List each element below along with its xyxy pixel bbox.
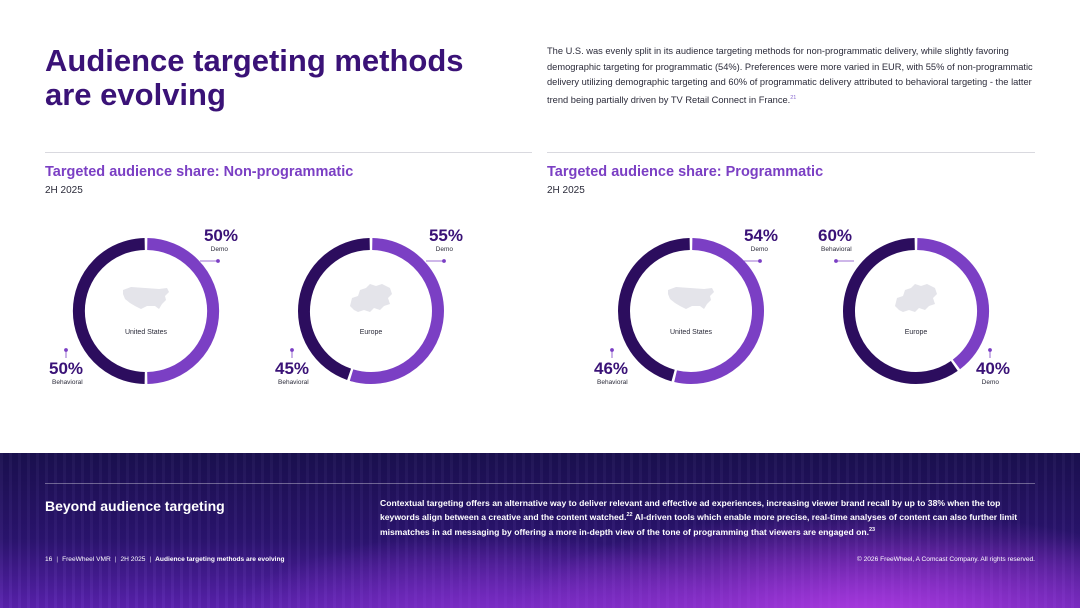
us-map-icon <box>668 287 714 309</box>
section-name: Audience targeting methods are evolving <box>155 556 285 563</box>
panel-title-non-programmatic: Targeted audience share: Non-programmati… <box>45 164 354 180</box>
data-label-demo: Demo <box>210 246 228 253</box>
panel-subtitle-programmatic: 2H 2025 <box>547 185 585 196</box>
europe-map-icon <box>895 284 937 312</box>
data-label-behavioral: Behavioral <box>278 379 309 386</box>
data-label-behavioral-value: 45% <box>275 359 310 378</box>
footer-text-part2: AI-driven tools which enable more precis… <box>380 512 1018 537</box>
donut-prog-us: United States <box>606 226 776 396</box>
us-map-icon <box>123 287 169 309</box>
footer-footnote-23: 23 <box>868 526 876 533</box>
report-name: FreeWheel VMR <box>62 556 111 563</box>
data-label-demo-value: 40% <box>975 359 1010 378</box>
donut-segment-behavioral <box>72 238 145 384</box>
meta-separator: | <box>56 556 59 563</box>
donut-segment-demo <box>674 238 764 384</box>
data-label-behavioral: Behavioral <box>52 379 83 386</box>
data-label-demo-value: 54% <box>743 226 778 245</box>
donut-segment-behavioral <box>298 238 370 380</box>
data-label-behavioral-value: 50% <box>49 359 84 378</box>
footer-paragraph: Contextual targeting offers an alternati… <box>380 497 1035 538</box>
divider-right <box>547 152 1035 153</box>
data-label-demo: Demo <box>750 246 768 253</box>
donut-segment-demo <box>349 238 444 384</box>
data-label-demo: Demo <box>981 379 999 386</box>
footer-background <box>0 453 1080 608</box>
data-label-behavioral: Behavioral <box>821 246 852 253</box>
donut-segment-demo <box>147 238 220 384</box>
report-period: 2H 2025 <box>120 556 146 563</box>
donut-segment-behavioral <box>843 238 958 384</box>
data-label-demo: Demo <box>435 246 453 253</box>
meta-separator: | <box>114 556 117 563</box>
data-label-behavioral: Behavioral <box>597 379 628 386</box>
page-title: Audience targeting methods are evolving <box>45 43 464 112</box>
donut-segment-behavioral <box>618 238 690 382</box>
panel-subtitle-non-programmatic: 2H 2025 <box>45 185 83 196</box>
divider-left <box>45 152 532 153</box>
footer-heading: Beyond audience targeting <box>45 498 225 514</box>
footer-text-part1: Contextual targeting offers an alternati… <box>380 498 1001 523</box>
donut-center-label: United States <box>670 329 713 336</box>
data-label-demo-value: 50% <box>203 226 238 245</box>
data-label-demo-value: 55% <box>428 226 463 245</box>
page-meta: 16 | FreeWheel VMR | 2H 2025 | Audience target… <box>45 556 285 563</box>
copyright: © 2026 FreeWheel, A Comcast Company. All… <box>856 556 1035 563</box>
donut-nonprog-us: United States <box>61 226 231 396</box>
page-number: 16 <box>45 556 53 563</box>
donut-center-label: Europe <box>360 329 383 336</box>
meta-separator: | <box>149 556 152 563</box>
footer-footnote-22: 22 <box>626 512 633 519</box>
donut-nonprog-eu: Europe <box>286 226 456 396</box>
europe-map-icon <box>350 284 392 312</box>
donut-center-label: Europe <box>905 329 928 336</box>
intro-footnote: 21 <box>790 94 797 101</box>
data-label-behavioral-value: 60% <box>818 226 853 245</box>
intro-text: The U.S. was evenly split in its audienc… <box>547 46 1033 105</box>
donut-segment-demo <box>917 238 989 370</box>
intro-paragraph: The U.S. was evenly split in its audienc… <box>547 44 1039 108</box>
footer-divider <box>45 483 1035 484</box>
donut-center-label: United States <box>125 329 168 336</box>
donut-prog-eu: Europe <box>831 226 1001 396</box>
panel-title-programmatic: Targeted audience share: Programmatic <box>547 164 824 180</box>
data-label-behavioral-value: 46% <box>594 359 629 378</box>
